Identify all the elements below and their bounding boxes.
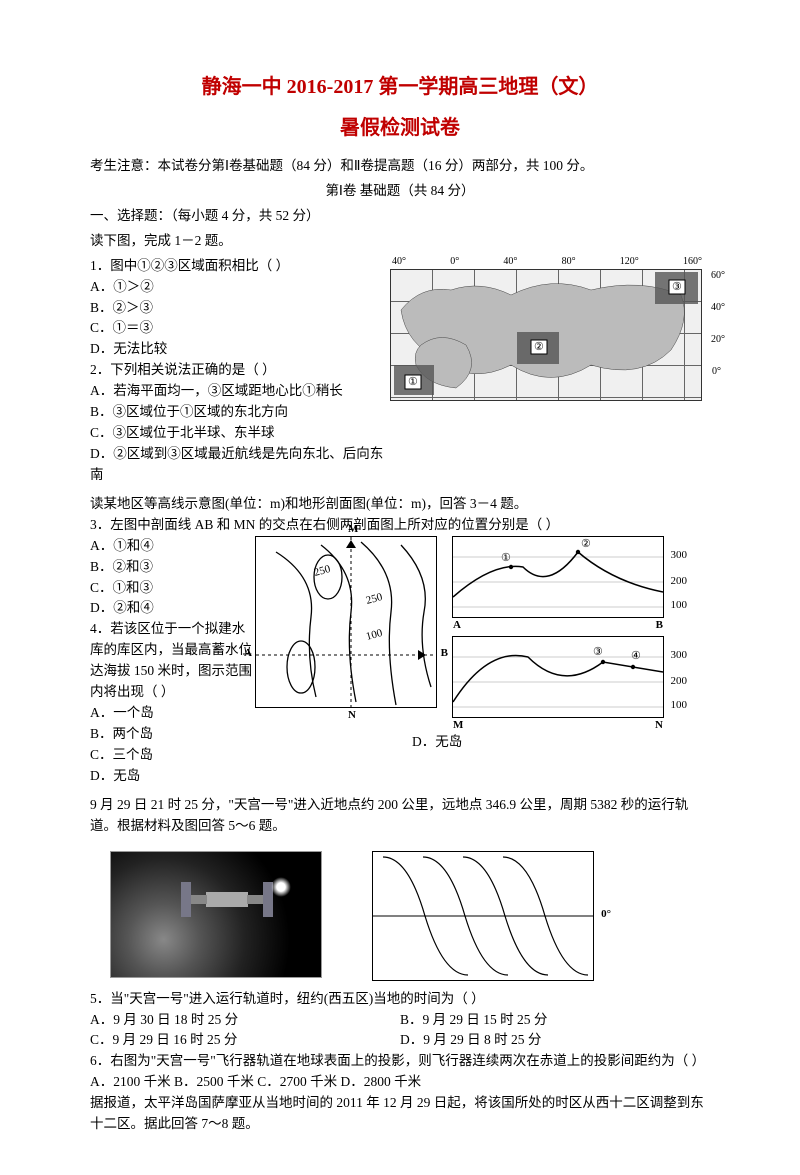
lat-1: 40° xyxy=(711,302,725,313)
q2-c: C．③区域位于北半球、东半球 xyxy=(90,423,390,444)
doc-title-line1: 静海一中 2016-2017 第一学期高三地理（文） xyxy=(90,70,710,99)
lat-2: 20° xyxy=(711,334,725,345)
q2-d: D．②区域到③区域最近航线是先向东北、后向东南 xyxy=(90,444,390,486)
q6-opts: A．2100 千米 B．2500 千米 C．2700 千米 D．2800 千米 xyxy=(90,1072,710,1093)
q5-stem: 5．当"天宫一号"进入运行轨道时，纽约(西五区)当地的时间为（ ） xyxy=(90,989,710,1010)
lon-1: 0° xyxy=(450,256,459,267)
notice-line3: 一、选择题：（每小题 4 分，共 52 分） xyxy=(90,206,710,227)
q2-b: B．③区域位于①区域的东北方向 xyxy=(90,402,390,423)
q2-stem: 2．下列相关说法正确的是（ ） xyxy=(90,360,390,381)
q1-a: A．①＞② xyxy=(90,277,390,298)
q4-stem: 4．若该区位于一个拟建水库的库区内，当最高蓄水位达海拔 150 米时，图示范围内… xyxy=(90,619,255,703)
q5-b: B．9 月 29 日 15 时 25 分 xyxy=(400,1010,547,1031)
p2-y1: 200 xyxy=(671,675,688,687)
q3-stem: 3．左图中剖面线 AB 和 MN 的交点在右侧两剖面图上所对应的位置分别是（ ） xyxy=(90,515,710,536)
notice-line4: 读下图，完成 1－2 题。 xyxy=(90,231,710,252)
p1-b: B xyxy=(656,619,663,631)
p1-y0: 300 xyxy=(671,549,688,561)
lon-2: 40° xyxy=(503,256,517,267)
q4-a: A．一个岛 xyxy=(90,703,255,724)
contour-m: M xyxy=(348,523,358,535)
world-map-figure: 40° 0° 40° 80° 120° 160° xyxy=(390,256,704,401)
q1-c: C．①＝③ xyxy=(90,318,390,339)
notice-line2: 第Ⅰ卷 基础题（共 84 分） xyxy=(90,181,710,202)
lon-5: 160° xyxy=(683,256,702,267)
p1-a: A xyxy=(453,619,461,631)
lon-3: 80° xyxy=(562,256,576,267)
world-map-svg xyxy=(391,270,701,400)
q3-a: A．①和④ xyxy=(90,536,255,557)
p1-y1: 200 xyxy=(671,575,688,587)
lon-0: 40° xyxy=(392,256,406,267)
sec34-intro: 读某地区等高线示意图(单位：m)和地形剖面图(单位：m)，回答 3－4 题。 xyxy=(90,494,710,515)
lat-0: 60° xyxy=(711,270,725,281)
q4-d2: D．无岛 xyxy=(90,766,710,787)
q3-d: D．②和④ xyxy=(90,598,255,619)
q1-d: D．无法比较 xyxy=(90,339,390,360)
p2-n: N xyxy=(655,719,663,731)
lat-3: 0° xyxy=(712,366,721,377)
p2-mark3: ③ xyxy=(593,645,603,658)
p2-y2: 100 xyxy=(671,699,688,711)
profile-1: ① ② 300 200 100 A B xyxy=(452,536,664,618)
q3-b: B．②和③ xyxy=(90,557,255,578)
q6-stem: 6．右图为"天宫一号"飞行器轨道在地球表面上的投影，则飞行器连续两次在赤道上的投… xyxy=(90,1051,710,1072)
q4-d-inline: D．无岛 xyxy=(412,734,462,749)
contour-b: B xyxy=(441,647,448,659)
contour-a: A xyxy=(244,647,252,659)
lon-4: 120° xyxy=(620,256,639,267)
q1-stem: 1．图中①②③区域面积相比（ ） xyxy=(90,256,390,277)
profile-2: ③ ④ 300 200 100 M N xyxy=(452,636,664,718)
contour-figure: M N A B 250 250 100 xyxy=(255,536,437,708)
p2-mark4: ④ xyxy=(631,649,641,662)
tiangong-photo xyxy=(110,851,322,978)
q4-b: B．两个岛 xyxy=(90,724,255,745)
doc-title-line2: 暑假检测试卷 xyxy=(90,111,710,140)
p1-mark1: ① xyxy=(501,551,511,564)
q4-c: C．三个岛 xyxy=(90,745,255,766)
region-2-label: ② xyxy=(534,340,544,353)
notice-line1: 考生注意：本试卷分第Ⅰ卷基础题（84 分）和Ⅱ卷提高题（16 分）两部分，共 1… xyxy=(90,156,710,177)
p2-m: M xyxy=(453,719,463,731)
region-3-label: ③ xyxy=(672,280,682,293)
q5-d: D．9 月 29 日 8 时 25 分 xyxy=(400,1030,541,1051)
sec56-intro: 9 月 29 日 21 时 25 分，"天宫一号"进入近地点约 200 公里，远… xyxy=(90,795,710,837)
orbit-equator-label: 0° xyxy=(601,908,611,920)
q3-c: C．①和③ xyxy=(90,578,255,599)
q1-b: B．②＞③ xyxy=(90,298,390,319)
region-1-label: ① xyxy=(408,375,418,388)
p1-mark2: ② xyxy=(581,537,591,550)
p2-y0: 300 xyxy=(671,649,688,661)
profile-figures: ① ② 300 200 100 A B ③ ④ xyxy=(452,536,664,753)
q2-a: A．若海平面均一，③区域距地心比①稍长 xyxy=(90,381,390,402)
orbit-figure: 0° xyxy=(372,851,594,981)
sec78-intro: 据报道，太平洋岛国萨摩亚从当地时间的 2011 年 12 月 29 日起，将该国… xyxy=(90,1093,710,1135)
p1-y2: 100 xyxy=(671,599,688,611)
q5-c: C．9 月 29 日 16 时 25 分 xyxy=(90,1030,400,1051)
contour-n: N xyxy=(348,709,356,721)
q5-a: A．9 月 30 日 18 时 25 分 xyxy=(90,1010,400,1031)
